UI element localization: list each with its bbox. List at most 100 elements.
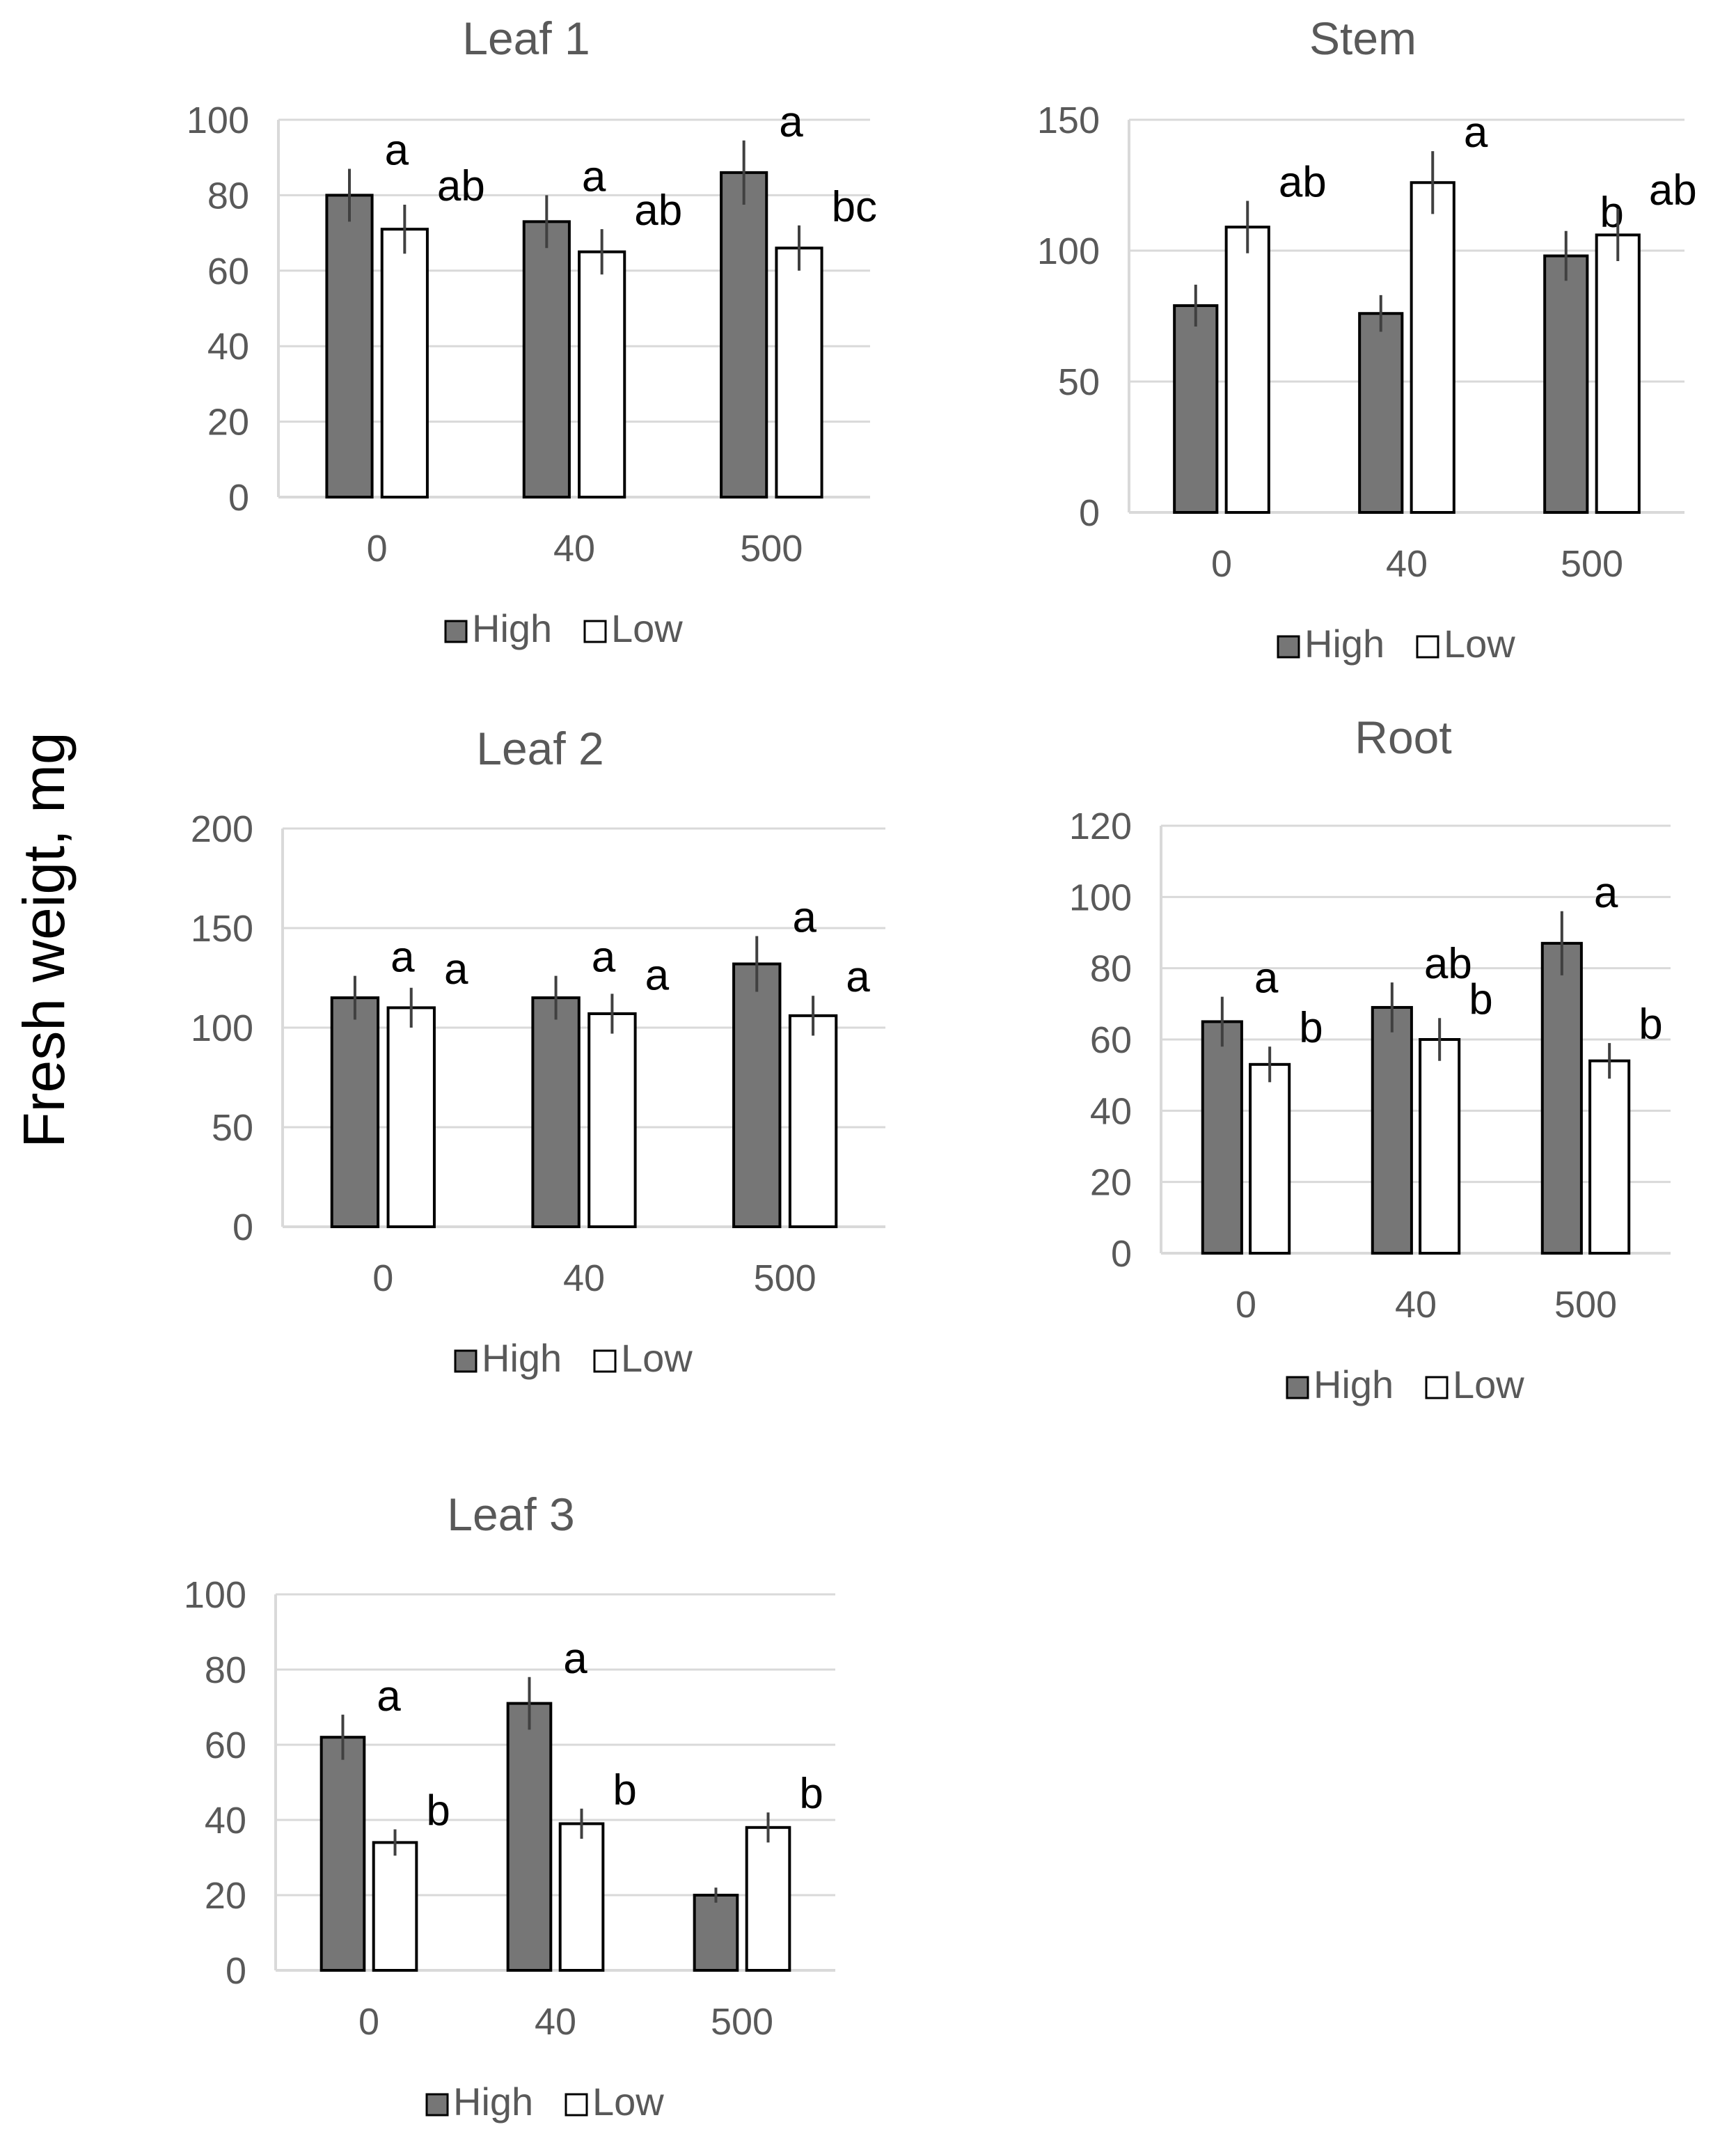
significance-letter: a bbox=[390, 934, 415, 982]
bar-high-500 bbox=[732, 962, 782, 1228]
significance-letter: bc bbox=[832, 183, 877, 231]
shared-y-axis-label: Fresh weigt, mg bbox=[11, 732, 77, 1148]
y-tick-label: 80 bbox=[205, 1649, 246, 1691]
bar-low-500 bbox=[775, 246, 823, 499]
x-tick-label: 0 bbox=[1211, 543, 1232, 585]
y-tick-label: 80 bbox=[1090, 948, 1132, 990]
legend-label-low: Low bbox=[1453, 1363, 1524, 1406]
legend-swatch-high bbox=[425, 2093, 449, 2117]
legend-swatch-high bbox=[1286, 1376, 1309, 1399]
x-tick-label: 40 bbox=[563, 1257, 605, 1299]
legend-label-high: High bbox=[1313, 1363, 1394, 1406]
chart-panel-stem: Stem050100150cab0ca40bab500HighLow bbox=[1037, 13, 1697, 666]
bar-high-0 bbox=[330, 996, 380, 1228]
x-tick-label: 0 bbox=[358, 2001, 379, 2043]
significance-letter: a bbox=[385, 126, 409, 174]
significance-letter: a bbox=[1594, 869, 1618, 917]
legend-label-high: High bbox=[1304, 622, 1384, 666]
x-tick-label: 0 bbox=[367, 528, 388, 570]
x-tick-label: 500 bbox=[1554, 1284, 1617, 1326]
y-tick-label: 50 bbox=[1058, 361, 1100, 403]
significance-letter: a bbox=[779, 98, 803, 146]
y-tick-label: 60 bbox=[207, 251, 249, 292]
bar-low-0 bbox=[372, 1841, 418, 1972]
y-tick-label: 100 bbox=[191, 1007, 253, 1049]
significance-letter: ab bbox=[437, 162, 485, 210]
x-tick-label: 40 bbox=[1395, 1284, 1437, 1326]
x-tick-label: 500 bbox=[1561, 543, 1623, 585]
bar-low-500 bbox=[788, 1014, 838, 1228]
bar-high-0 bbox=[319, 1736, 366, 1972]
bar-low-500 bbox=[1588, 1059, 1631, 1255]
significance-letter: a bbox=[444, 945, 468, 994]
y-tick-label: 0 bbox=[1079, 492, 1100, 534]
bar-low-0 bbox=[1249, 1062, 1291, 1255]
legend-label-low: Low bbox=[592, 2080, 664, 2124]
chart-title: Leaf 2 bbox=[476, 723, 604, 774]
significance-letter: a bbox=[1464, 109, 1488, 157]
y-tick-label: 0 bbox=[228, 477, 249, 519]
bar-high-40 bbox=[1358, 312, 1404, 514]
y-tick-label: 20 bbox=[1090, 1162, 1132, 1204]
significance-letter: a bbox=[1254, 955, 1279, 1003]
bar-high-500 bbox=[720, 171, 768, 499]
legend-swatch-low bbox=[1425, 1376, 1449, 1399]
significance-letter: b bbox=[1639, 1000, 1662, 1049]
bar-high-0 bbox=[1173, 304, 1219, 514]
y-tick-label: 60 bbox=[205, 1725, 246, 1766]
y-tick-label: 150 bbox=[1037, 100, 1100, 141]
y-tick-label: 0 bbox=[226, 1950, 246, 1992]
y-tick-label: 200 bbox=[191, 808, 253, 850]
y-tick-label: 40 bbox=[1090, 1090, 1132, 1132]
chart-title: Stem bbox=[1309, 13, 1417, 64]
bar-low-0 bbox=[1224, 226, 1270, 514]
bar-low-0 bbox=[386, 1006, 436, 1229]
x-tick-label: 500 bbox=[754, 1257, 816, 1299]
bar-low-40 bbox=[1419, 1038, 1461, 1255]
chart-title: Root bbox=[1355, 712, 1451, 763]
y-tick-label: 100 bbox=[187, 100, 249, 141]
significance-letter: a bbox=[645, 951, 670, 999]
y-tick-label: 60 bbox=[1090, 1019, 1132, 1061]
legend-swatch-high bbox=[454, 1349, 478, 1373]
bar-high-0 bbox=[1201, 1020, 1243, 1255]
y-tick-label: 40 bbox=[207, 326, 249, 368]
legend-label-high: High bbox=[472, 606, 552, 650]
legend-label-low: Low bbox=[1444, 622, 1515, 666]
significance-letter: a bbox=[792, 893, 816, 941]
bar-high-500 bbox=[1540, 941, 1583, 1255]
y-tick-label: 100 bbox=[1037, 230, 1100, 272]
bar-high-500 bbox=[1543, 254, 1589, 514]
bar-high-40 bbox=[531, 996, 581, 1228]
x-tick-label: 40 bbox=[553, 528, 595, 570]
significance-letter: ab bbox=[1424, 940, 1472, 988]
bar-low-40 bbox=[587, 1012, 637, 1228]
y-tick-label: 100 bbox=[1069, 877, 1132, 918]
bar-low-40 bbox=[1410, 181, 1455, 514]
legend-swatch-low bbox=[565, 2093, 588, 2117]
y-tick-label: 120 bbox=[1069, 806, 1132, 847]
x-tick-label: 40 bbox=[1386, 543, 1428, 585]
y-tick-label: 20 bbox=[205, 1875, 246, 1917]
chart-title: Leaf 1 bbox=[462, 13, 590, 64]
significance-letter: a bbox=[563, 1635, 587, 1683]
significance-letter: ab bbox=[634, 187, 682, 235]
y-tick-label: 50 bbox=[212, 1107, 253, 1149]
legend-swatch-high bbox=[1277, 635, 1300, 659]
significance-letter: a bbox=[592, 934, 616, 982]
bar-low-0 bbox=[380, 228, 429, 499]
significance-letter: ab bbox=[1649, 166, 1697, 214]
bar-high-40 bbox=[522, 220, 571, 499]
legend-swatch-high bbox=[444, 620, 468, 643]
significance-letter: a bbox=[846, 953, 870, 1001]
y-tick-label: 20 bbox=[207, 402, 249, 443]
significance-letter: b bbox=[799, 1770, 823, 1818]
y-tick-label: 100 bbox=[184, 1574, 246, 1616]
legend-label-low: Low bbox=[611, 606, 683, 650]
significance-letter: ab bbox=[1279, 159, 1327, 207]
legend-label-high: High bbox=[482, 1336, 562, 1380]
x-tick-label: 500 bbox=[711, 2001, 773, 2043]
